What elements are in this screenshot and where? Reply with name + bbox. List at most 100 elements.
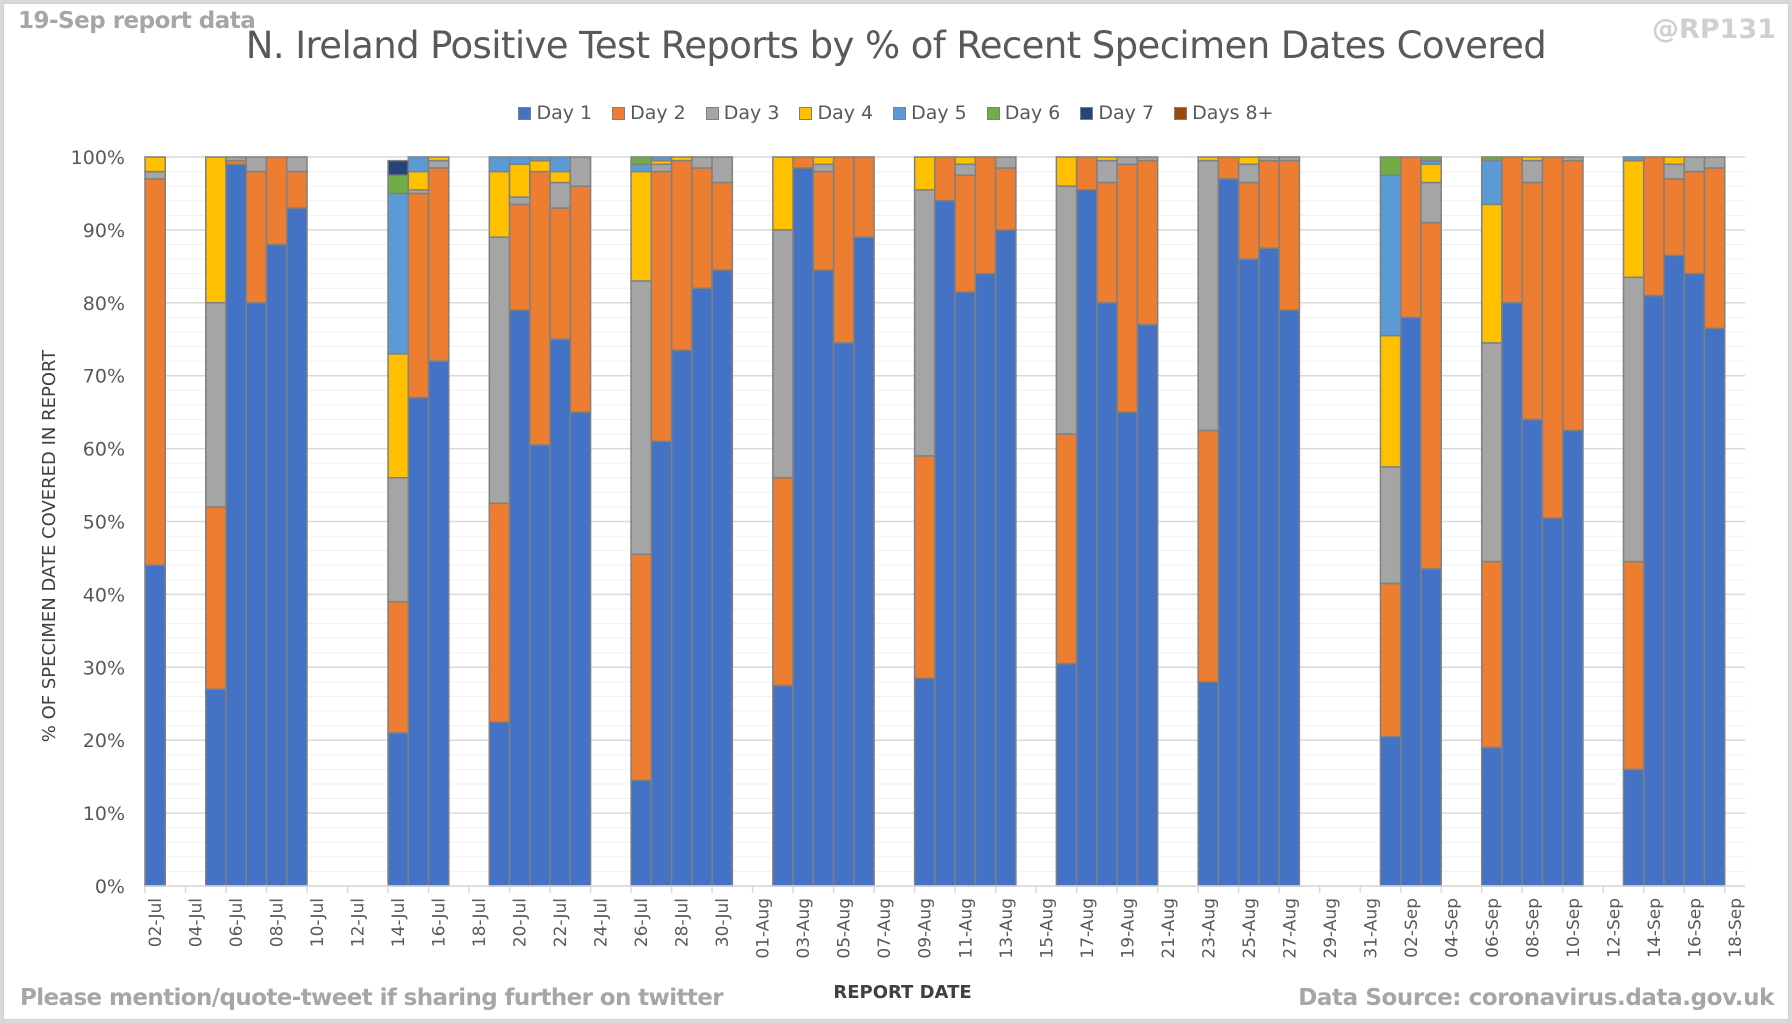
bar-segment-day-2 bbox=[1197, 429, 1220, 683]
bar-segment-day-2 bbox=[387, 600, 410, 734]
bar-stack-06-sep bbox=[1480, 156, 1503, 887]
chart-title: N. Ireland Positive Test Reports by % of… bbox=[245, 24, 1547, 67]
bar-segment-day-3 bbox=[286, 156, 308, 173]
bar-segment-day-1 bbox=[832, 342, 855, 887]
bar-segment-day-5 bbox=[1379, 174, 1402, 337]
bar-segment-day-1 bbox=[245, 302, 268, 887]
bar-segment-day-1 bbox=[772, 684, 794, 887]
legend-label: Days 8+ bbox=[1192, 102, 1274, 124]
bar-segment-day-2 bbox=[569, 185, 592, 413]
bar-stack-09-sep bbox=[1541, 156, 1564, 887]
bar-stack-05-jul bbox=[205, 156, 227, 887]
legend-label: Day 6 bbox=[1004, 102, 1061, 124]
bar-segment-day-3 bbox=[913, 189, 936, 457]
bar-segment-day-2 bbox=[934, 156, 956, 202]
x-tick-label: 08-Jul bbox=[268, 898, 288, 947]
x-tick-label: 09-Aug bbox=[916, 898, 936, 959]
bar-stack-02-jul bbox=[144, 156, 167, 887]
bar-stack-23-jul bbox=[569, 156, 592, 887]
bar-stack-23-aug bbox=[1197, 156, 1220, 887]
bar-stack-01-sep bbox=[1379, 156, 1402, 887]
bar-segment-day-4 bbox=[508, 163, 531, 198]
bar-segment-day-1 bbox=[1217, 178, 1240, 887]
bar-segment-day-1 bbox=[670, 349, 693, 887]
bar-segment-day-2 bbox=[1399, 156, 1422, 319]
bar-segment-day-1 bbox=[650, 440, 673, 887]
bar-stack-09-aug bbox=[913, 156, 936, 887]
bar-segment-day-3 bbox=[772, 229, 794, 479]
bar-segment-day-1 bbox=[508, 309, 531, 887]
bar-segment-day-2 bbox=[670, 159, 693, 351]
bar-stack-07-sep bbox=[1501, 156, 1523, 887]
bar-stack-08-jul bbox=[265, 156, 288, 887]
bar-segment-day-1 bbox=[1663, 254, 1685, 887]
bar-segment-day-3 bbox=[387, 477, 410, 603]
y-tick-label: 10% bbox=[83, 803, 125, 825]
bar-stack-20-jul bbox=[508, 156, 531, 887]
bar-segment-day-3 bbox=[488, 236, 511, 505]
bar-segment-day-1 bbox=[1237, 258, 1260, 887]
bar-segment-day-4 bbox=[1420, 163, 1442, 184]
bar-stack-13-sep bbox=[1622, 156, 1645, 887]
bar-stack-29-jul bbox=[691, 156, 713, 887]
bar-segment-day-2 bbox=[1541, 156, 1564, 519]
bar-segment-day-1 bbox=[1420, 568, 1442, 887]
bar-segment-day-2 bbox=[630, 553, 653, 782]
bar-segment-day-3 bbox=[630, 280, 653, 556]
bar-segment-day-3 bbox=[691, 156, 713, 169]
bar-stack-16-sep bbox=[1683, 156, 1706, 887]
x-tick-label: 24-Jul bbox=[592, 898, 612, 947]
bar-segment-day-2 bbox=[1075, 156, 1098, 191]
bar-segment-day-5 bbox=[630, 163, 653, 173]
bar-segment-day-3 bbox=[205, 302, 227, 508]
bar-segment-day-2 bbox=[1703, 167, 1726, 330]
bar-segment-day-3 bbox=[1136, 156, 1159, 162]
x-tick-label: 03-Aug bbox=[794, 898, 814, 959]
x-tick-label: 08-Sep bbox=[1523, 898, 1543, 958]
report-date-note: 19-Sep report data bbox=[18, 8, 256, 34]
bar-segment-day-4 bbox=[205, 156, 227, 304]
bar-stack-16-aug bbox=[1055, 156, 1078, 887]
bar-segment-day-2 bbox=[407, 192, 430, 399]
x-tick-label: 11-Aug bbox=[956, 898, 976, 959]
bar-segment-day-2 bbox=[994, 167, 1017, 231]
bar-segment-day-4 bbox=[529, 159, 551, 173]
bar-segment-day-2 bbox=[549, 207, 572, 340]
bar-segment-day-4 bbox=[1197, 156, 1220, 162]
legend-swatch bbox=[705, 106, 719, 120]
bar-stack-22-jul bbox=[549, 156, 572, 887]
x-tick-label: 10-Sep bbox=[1564, 898, 1584, 958]
bar-segment-day-3 bbox=[1116, 156, 1139, 166]
bar-segment-day-3 bbox=[1197, 159, 1220, 432]
bar-segment-day-2 bbox=[1055, 433, 1078, 665]
bar-segment-day-1 bbox=[994, 229, 1017, 887]
bar-segment-day-3 bbox=[1237, 163, 1260, 184]
bar-segment-day-2 bbox=[812, 170, 835, 271]
bar-segment-day-1 bbox=[569, 411, 592, 887]
bar-segment-day-5 bbox=[1622, 156, 1645, 162]
bar-segment-day-6 bbox=[1480, 156, 1503, 162]
bar-segment-day-1 bbox=[488, 721, 511, 887]
bar-segment-day-4 bbox=[913, 156, 936, 191]
bar-segment-day-2 bbox=[691, 167, 713, 289]
x-axis: 02-Jul 04-Jul 06-Jul 08-Jul 10-Jul 12-Jul 14-J… bbox=[144, 885, 1746, 959]
x-tick-label: 14-Jul bbox=[389, 898, 409, 947]
bar-segment-day-1 bbox=[1055, 662, 1078, 887]
bar-stack-20-aug bbox=[1136, 156, 1159, 887]
bar-segment-day-2 bbox=[1420, 221, 1442, 570]
bar-segment-day-5 bbox=[529, 156, 551, 162]
share-note: Please mention/quote-tweet if sharing fu… bbox=[20, 985, 724, 1011]
x-tick-label: 13-Aug bbox=[997, 898, 1017, 959]
bar-segment-day-2 bbox=[832, 156, 855, 344]
y-tick-label: 30% bbox=[83, 657, 125, 679]
bar-segment-day-4 bbox=[1055, 156, 1078, 187]
x-tick-label: 29-Aug bbox=[1321, 898, 1341, 959]
bar-segment-day-4 bbox=[954, 156, 977, 166]
legend-label: Day 2 bbox=[630, 102, 686, 124]
bar-stack-26-jul bbox=[630, 156, 653, 887]
x-tick-label: 25-Aug bbox=[1240, 898, 1260, 959]
legend-swatch bbox=[1174, 106, 1188, 120]
bar-segment-day-3 bbox=[1096, 159, 1118, 184]
bar-stack-25-aug bbox=[1237, 156, 1260, 887]
bar-stack-03-aug bbox=[792, 156, 815, 887]
